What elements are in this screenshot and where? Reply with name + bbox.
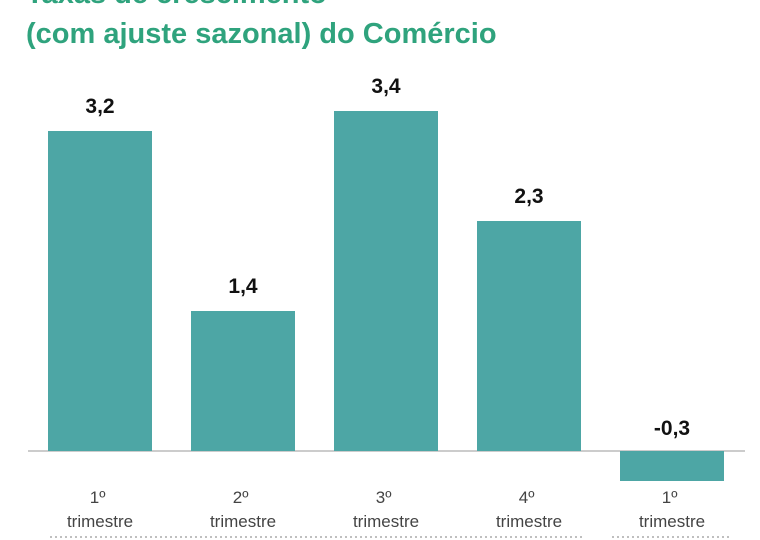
x-tick-label: 2º trimestre [210, 488, 276, 531]
value-label: 2,3 [514, 185, 543, 208]
chart-title: (com ajuste sazonal) do Comércio [26, 18, 497, 50]
bar [48, 131, 152, 451]
x-tick-label: 4º trimestre [496, 488, 562, 531]
bar [477, 221, 581, 451]
x-tick-label: 3º trimestre [353, 488, 419, 531]
chart-title: Taxas de crescimento [26, 0, 327, 10]
bar [620, 451, 724, 481]
x-tick-label: 1º trimestre [639, 488, 705, 531]
value-label: 1,4 [228, 275, 258, 298]
bar [334, 111, 438, 451]
value-label: 3,4 [371, 75, 401, 98]
value-label: -0,3 [654, 417, 690, 440]
x-tick-label: 1º trimestre [67, 488, 133, 531]
value-label: 3,2 [85, 95, 114, 118]
bar [191, 311, 295, 451]
